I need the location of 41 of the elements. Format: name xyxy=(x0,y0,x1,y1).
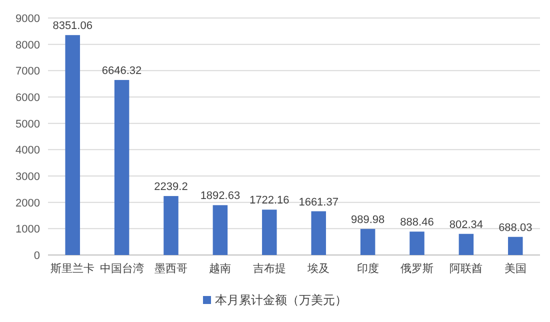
bar xyxy=(311,211,326,255)
x-tick-label: 阿联酋 xyxy=(450,263,483,275)
x-tick-label: 吉布提 xyxy=(252,262,286,275)
y-tick-label: 2000 xyxy=(16,197,40,210)
x-tick-label: 中国台湾 xyxy=(100,262,144,275)
data-label: 888.46 xyxy=(400,216,434,229)
data-label: 688.03 xyxy=(498,222,532,234)
x-tick-label: 斯里兰卡 xyxy=(50,262,95,275)
bar xyxy=(114,80,130,255)
data-label: 6646.32 xyxy=(102,64,142,77)
x-tick-label: 墨西哥 xyxy=(154,263,188,275)
bar xyxy=(508,236,523,255)
bar xyxy=(65,35,80,255)
data-label: 8351.06 xyxy=(52,20,92,32)
x-tick-label: 埃及 xyxy=(306,262,330,275)
y-tick-label: 5000 xyxy=(16,118,40,130)
bar xyxy=(458,234,474,255)
y-tick-label: 4000 xyxy=(16,144,40,157)
legend-label: 本月累计金额（万美元） xyxy=(215,293,347,307)
y-tick-label: 0 xyxy=(34,250,40,262)
data-label: 802.34 xyxy=(449,218,484,231)
data-label: 1722.16 xyxy=(250,194,290,207)
y-tick-label: 3000 xyxy=(16,171,40,183)
data-label: 989.98 xyxy=(350,214,385,226)
y-tick-label: 8000 xyxy=(16,39,40,52)
bar xyxy=(164,196,178,255)
bar xyxy=(360,228,376,255)
x-tick-label: 美国 xyxy=(504,262,526,275)
y-tick-label: 9000 xyxy=(16,13,40,25)
data-label: 1661.37 xyxy=(298,196,338,208)
bar xyxy=(410,232,424,255)
bar xyxy=(262,210,277,255)
y-tick-label: 7000 xyxy=(16,66,40,78)
bar xyxy=(212,205,228,255)
x-tick-label: 俄罗斯 xyxy=(400,262,434,275)
data-label: 2239.2 xyxy=(154,181,188,194)
data-label: 1892.63 xyxy=(200,190,240,202)
x-tick-label: 越南 xyxy=(209,262,232,275)
y-tick-label: 1000 xyxy=(16,224,40,236)
x-tick-label: 印度 xyxy=(356,262,379,275)
y-tick-label: 6000 xyxy=(16,92,40,104)
